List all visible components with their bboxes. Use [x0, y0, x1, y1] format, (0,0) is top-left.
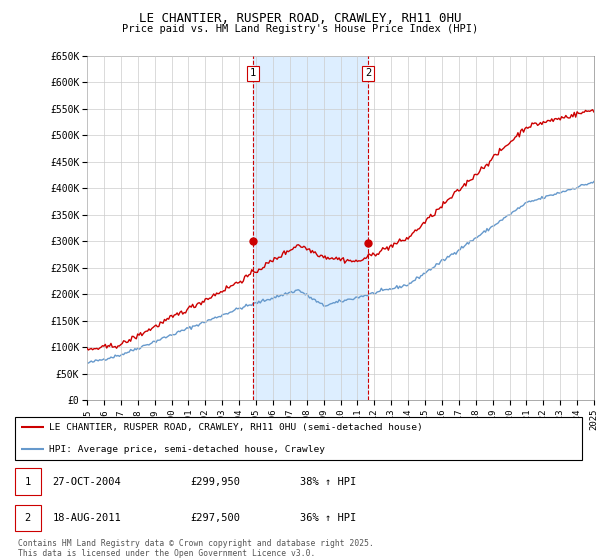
FancyBboxPatch shape [15, 505, 41, 531]
Text: Contains HM Land Registry data © Crown copyright and database right 2025.
This d: Contains HM Land Registry data © Crown c… [18, 539, 374, 558]
Text: 2: 2 [365, 68, 371, 78]
FancyBboxPatch shape [15, 468, 41, 495]
Text: Price paid vs. HM Land Registry's House Price Index (HPI): Price paid vs. HM Land Registry's House … [122, 24, 478, 34]
Text: LE CHANTIER, RUSPER ROAD, CRAWLEY, RH11 0HU: LE CHANTIER, RUSPER ROAD, CRAWLEY, RH11 … [139, 12, 461, 25]
Text: £297,500: £297,500 [191, 513, 241, 523]
FancyBboxPatch shape [15, 417, 582, 460]
Text: 2: 2 [25, 513, 31, 523]
Text: 1: 1 [25, 477, 31, 487]
Bar [253, 56, 368, 400]
Text: 18-AUG-2011: 18-AUG-2011 [52, 513, 121, 523]
Text: £299,950: £299,950 [191, 477, 241, 487]
Text: 38% ↑ HPI: 38% ↑ HPI [300, 477, 356, 487]
Text: 27-OCT-2004: 27-OCT-2004 [52, 477, 121, 487]
Text: LE CHANTIER, RUSPER ROAD, CRAWLEY, RH11 0HU (semi-detached house): LE CHANTIER, RUSPER ROAD, CRAWLEY, RH11 … [49, 423, 423, 432]
Text: 1: 1 [250, 68, 256, 78]
Text: 36% ↑ HPI: 36% ↑ HPI [300, 513, 356, 523]
Text: HPI: Average price, semi-detached house, Crawley: HPI: Average price, semi-detached house,… [49, 445, 325, 454]
